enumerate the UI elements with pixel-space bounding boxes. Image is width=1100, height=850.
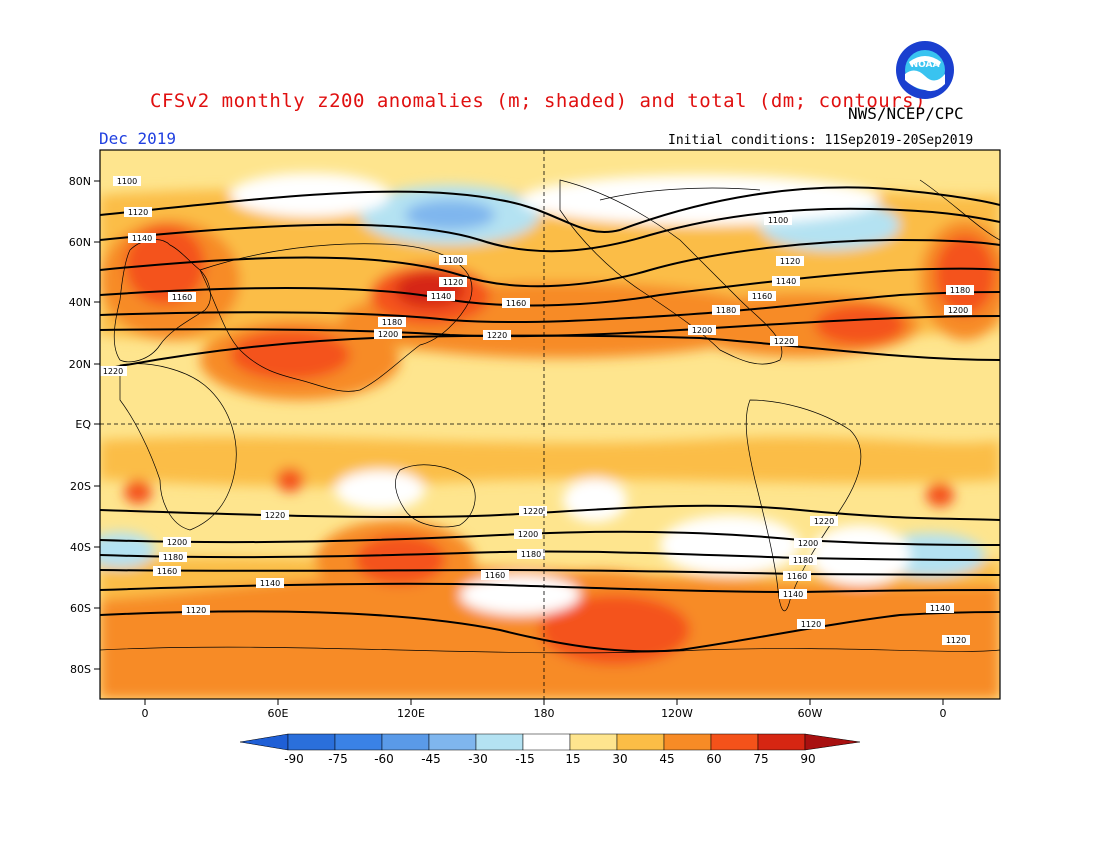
colorbar-label: 30 <box>612 752 627 766</box>
svg-text:1220: 1220 <box>103 367 123 376</box>
colorbar-swatch <box>757 733 806 751</box>
svg-text:1180: 1180 <box>521 550 541 559</box>
colorbar: -90 -75 -60 -45 -30 -15 15 30 45 60 75 9… <box>239 733 861 766</box>
svg-text:1160: 1160 <box>172 293 192 302</box>
svg-text:1220: 1220 <box>774 337 794 346</box>
lon-label: 0 <box>940 707 947 720</box>
svg-text:1140: 1140 <box>132 234 152 243</box>
colorbar-swatch <box>522 733 571 751</box>
svg-text:1180: 1180 <box>163 553 183 562</box>
svg-text:1220: 1220 <box>265 511 285 520</box>
colorbar-label: 45 <box>659 752 674 766</box>
colorbar-swatch <box>334 733 383 751</box>
anomaly-shading <box>100 150 1000 699</box>
svg-text:1200: 1200 <box>798 539 818 548</box>
colorbar-label: 90 <box>800 752 815 766</box>
valid-month-label: Dec 2019 <box>99 129 177 148</box>
lon-label: 120E <box>397 707 425 720</box>
lat-label: 40S <box>70 541 91 554</box>
height-contours <box>100 186 1000 653</box>
svg-text:1120: 1120 <box>443 278 463 287</box>
lon-label: 180 <box>534 707 555 720</box>
lat-label: 20S <box>70 480 91 493</box>
svg-text:1180: 1180 <box>793 556 813 565</box>
svg-text:1100: 1100 <box>117 177 137 186</box>
lon-label: 120W <box>661 707 693 720</box>
colorbar-right-arrow <box>804 733 861 751</box>
longitude-axis: 0 60E 120E 180 120W 60W 0 <box>142 699 947 720</box>
svg-text:1180: 1180 <box>716 306 736 315</box>
lon-label: 0 <box>142 707 149 720</box>
contour-labels: 1100 1120 1140 1160 1180 1200 1220 1100 … <box>99 176 974 645</box>
svg-text:1200: 1200 <box>948 306 968 315</box>
colorbar-label: -30 <box>468 752 488 766</box>
svg-text:1100: 1100 <box>443 256 463 265</box>
colorbar-label: 75 <box>753 752 768 766</box>
svg-text:1220: 1220 <box>487 331 507 340</box>
colorbar-swatch <box>475 733 524 751</box>
noaa-logo: NOAA <box>896 41 954 99</box>
svg-text:1200: 1200 <box>167 538 187 547</box>
colorbar-swatch <box>569 733 618 751</box>
colorbar-label: 60 <box>706 752 721 766</box>
lat-label: 80S <box>70 663 91 676</box>
lat-label: 20N <box>69 358 91 371</box>
svg-text:1100: 1100 <box>768 216 788 225</box>
svg-text:1200: 1200 <box>378 330 398 339</box>
lat-label: 40N <box>69 296 91 309</box>
lon-label: 60E <box>268 707 289 720</box>
svg-text:1120: 1120 <box>186 606 206 615</box>
colorbar-swatch <box>616 733 665 751</box>
svg-text:1180: 1180 <box>382 318 402 327</box>
lat-label: 60S <box>70 602 91 615</box>
svg-text:1140: 1140 <box>783 590 803 599</box>
svg-text:1200: 1200 <box>518 530 538 539</box>
svg-text:1220: 1220 <box>523 507 543 516</box>
svg-text:1200: 1200 <box>692 326 712 335</box>
noaa-logo-text: NOAA <box>911 60 940 70</box>
colorbar-label: -15 <box>515 752 535 766</box>
svg-text:1140: 1140 <box>260 579 280 588</box>
lat-label: 60N <box>69 236 91 249</box>
colorbar-label: -45 <box>421 752 441 766</box>
colorbar-swatch <box>428 733 477 751</box>
svg-text:1140: 1140 <box>776 277 796 286</box>
colorbar-swatch <box>710 733 759 751</box>
lon-label: 60W <box>798 707 823 720</box>
svg-text:1140: 1140 <box>930 604 950 613</box>
colorbar-label: -60 <box>374 752 394 766</box>
colorbar-left-arrow <box>239 733 289 751</box>
colorbar-label: -90 <box>284 752 304 766</box>
colorbar-swatch <box>663 733 712 751</box>
colorbar-swatch <box>381 733 430 751</box>
svg-text:1120: 1120 <box>128 208 148 217</box>
agency-label: NWS/NCEP/CPC <box>848 104 964 123</box>
map-title: CFSv2 monthly z200 anomalies (m; shaded)… <box>150 90 927 112</box>
svg-text:1220: 1220 <box>814 517 834 526</box>
svg-text:1160: 1160 <box>752 292 772 301</box>
svg-text:1120: 1120 <box>780 257 800 266</box>
lat-label: 80N <box>69 175 91 188</box>
colorbar-label: 15 <box>565 752 580 766</box>
svg-text:1160: 1160 <box>485 571 505 580</box>
lat-label: EQ <box>75 418 91 431</box>
svg-text:1140: 1140 <box>431 292 451 301</box>
svg-text:1160: 1160 <box>157 567 177 576</box>
svg-text:1120: 1120 <box>946 636 966 645</box>
latitude-axis: 80N 60N 40N 20N EQ 20S 40S 60S 80S <box>69 175 100 676</box>
initial-conditions-label: Initial conditions: 11Sep2019-20Sep2019 <box>668 133 974 148</box>
colorbar-swatch <box>287 733 336 751</box>
svg-text:1160: 1160 <box>787 572 807 581</box>
svg-text:1160: 1160 <box>506 299 526 308</box>
colorbar-label: -75 <box>328 752 348 766</box>
svg-text:1180: 1180 <box>950 286 970 295</box>
svg-text:1120: 1120 <box>801 620 821 629</box>
